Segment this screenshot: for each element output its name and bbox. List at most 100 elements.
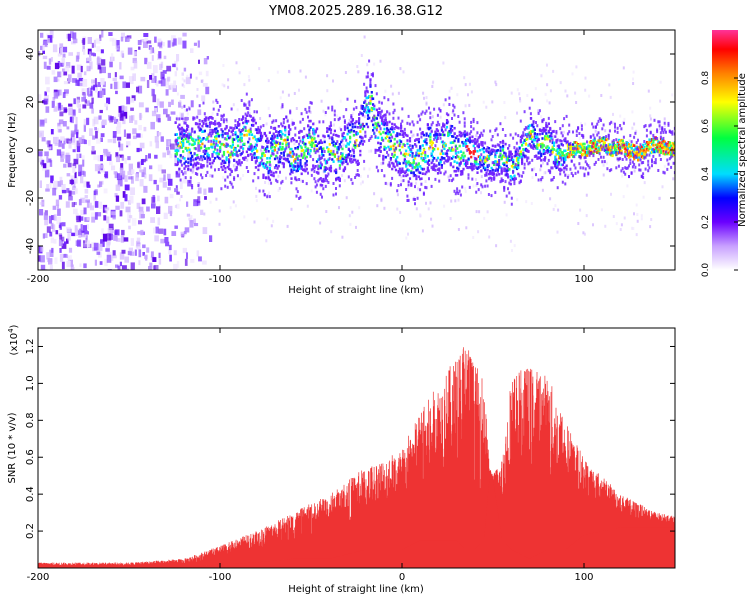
- heatmap-cell: [473, 157, 476, 160]
- heatmap-cell: [146, 80, 150, 88]
- heatmap-cell: [651, 138, 654, 141]
- heatmap-cell: [350, 154, 353, 157]
- heatmap-cell: [331, 136, 334, 140]
- heatmap-cell: [157, 195, 160, 202]
- heatmap-cell: [593, 145, 596, 148]
- heatmap-cell: [200, 209, 204, 215]
- heatmap-cell: [417, 152, 420, 156]
- heatmap-cell: [59, 248, 62, 253]
- heatmap-cell: [597, 119, 600, 123]
- heatmap-cell: [239, 163, 242, 167]
- heatmap-cell: [317, 134, 320, 138]
- heatmap-cell: [198, 129, 201, 132]
- heatmap-cell: [351, 119, 354, 123]
- heatmap-cell: [333, 109, 336, 113]
- heatmap-cell: [154, 265, 159, 270]
- heatmap-cell: [268, 167, 271, 170]
- heatmap-cell: [289, 128, 292, 131]
- heatmap-cell: [273, 157, 277, 161]
- heatmap-cell: [180, 140, 184, 144]
- heatmap-cell: [305, 182, 308, 186]
- heatmap-cell: [436, 172, 440, 175]
- heatmap-cell: [354, 121, 357, 125]
- heatmap-cell: [376, 204, 379, 208]
- heatmap-cell: [280, 181, 283, 185]
- heatmap-cell: [193, 147, 196, 150]
- heatmap-cell: [579, 151, 582, 154]
- heatmap-cell: [313, 147, 316, 151]
- heatmap-cell: [654, 161, 657, 165]
- heatmap-cell: [212, 100, 215, 104]
- heatmap-cell: [238, 123, 241, 127]
- heatmap-cell: [309, 126, 312, 129]
- heatmap-cell: [332, 143, 335, 147]
- heatmap-cell: [356, 162, 359, 166]
- heatmap-cell: [44, 94, 49, 102]
- heatmap-cell: [152, 195, 156, 203]
- heatmap-cell: [572, 147, 574, 150]
- heatmap-cell: [112, 250, 116, 256]
- heatmap-cell: [95, 87, 98, 93]
- heatmap-cell: [203, 58, 208, 65]
- heatmap-cell: [323, 135, 326, 138]
- heatmap-cell: [398, 144, 401, 148]
- heatmap-cell: [472, 154, 475, 158]
- heatmap-cell: [648, 147, 651, 150]
- heatmap-cell: [505, 164, 508, 168]
- heatmap-cell: [536, 124, 539, 128]
- heatmap-cell: [542, 158, 545, 162]
- heatmap-cell: [100, 155, 103, 162]
- heatmap-cell: [326, 127, 329, 130]
- heatmap-cell: [608, 143, 612, 147]
- heatmap-cell: [417, 114, 420, 118]
- heatmap-cell: [662, 152, 665, 155]
- heatmap-cell: [561, 163, 564, 167]
- heatmap-cell: [248, 112, 251, 116]
- heatmap-cell: [368, 75, 370, 79]
- heatmap-cell: [68, 140, 72, 149]
- heatmap-cell: [205, 86, 210, 95]
- heatmap-cell: [275, 140, 278, 144]
- heatmap-cell: [270, 137, 273, 140]
- heatmap-cell: [601, 127, 604, 131]
- heatmap-cell: [55, 199, 60, 207]
- heatmap-cell: [607, 148, 610, 152]
- heatmap-cell: [379, 113, 382, 117]
- heatmap-cell: [513, 174, 516, 178]
- heatmap-cell: [108, 32, 113, 36]
- heatmap-cell: [105, 151, 111, 157]
- heatmap-cell: [560, 163, 563, 167]
- heatmap-cell: [328, 153, 331, 156]
- heatmap-cell: [638, 153, 641, 157]
- heatmap-cell: [393, 123, 396, 126]
- heatmap-cell: [415, 138, 418, 141]
- heatmap-cell: [355, 120, 358, 124]
- heatmap-cell: [543, 171, 546, 175]
- heatmap-cell: [583, 174, 586, 178]
- heatmap-cell: [196, 94, 199, 98]
- heatmap-cell: [295, 156, 298, 159]
- heatmap-cell: [304, 156, 307, 160]
- heatmap-cell: [538, 156, 542, 160]
- heatmap-cell: [634, 151, 637, 155]
- heatmap-cell: [619, 150, 622, 154]
- heatmap-cell: [607, 136, 610, 140]
- heatmap-cell: [336, 134, 339, 138]
- heatmap-cell: [291, 155, 294, 158]
- heatmap-cell: [459, 170, 463, 173]
- heatmap-cell: [106, 233, 112, 241]
- heatmap-cell: [234, 165, 237, 168]
- heatmap-cell: [372, 117, 374, 120]
- heatmap-cell: [391, 127, 394, 131]
- heatmap-cell: [671, 151, 674, 154]
- heatmap-cell: [343, 120, 346, 124]
- heatmap-cell: [416, 149, 419, 152]
- heatmap-cell: [400, 125, 403, 128]
- heatmap-cell: [556, 230, 559, 234]
- heatmap-cell: [201, 124, 204, 128]
- heatmap-cell: [220, 187, 223, 191]
- heatmap-cell: [45, 76, 50, 85]
- heatmap-cell: [527, 150, 530, 153]
- heatmap-cell: [414, 198, 416, 201]
- heatmap-cell: [76, 146, 81, 153]
